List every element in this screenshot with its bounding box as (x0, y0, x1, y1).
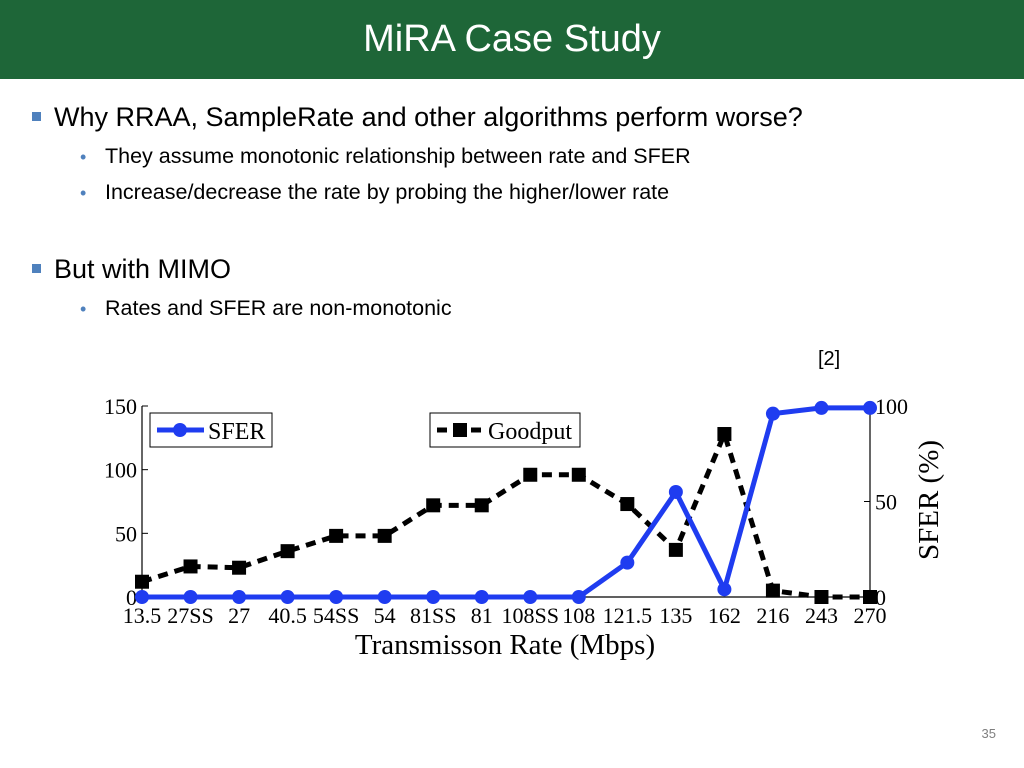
x-tick-label: 13.5 (123, 603, 162, 628)
bullet-text: Why RRAA, SampleRate and other algorithm… (54, 102, 803, 132)
left-tick-label: 100 (104, 458, 137, 483)
x-tick-label: 108 (562, 603, 595, 628)
goodput-point (426, 498, 441, 513)
goodput-point (814, 590, 829, 604)
x-tick-label: 81 (471, 603, 493, 628)
right-axis-label: SFER (%) (913, 440, 945, 560)
sfer-point (474, 590, 489, 604)
goodput-point (620, 497, 635, 512)
sfer-point (426, 590, 441, 604)
sfer-point (620, 555, 635, 570)
sfer-point (814, 400, 829, 415)
sub-bullet-text: Rates and SFER are non-monotonic (105, 296, 452, 320)
reference-label: [2] (818, 348, 841, 370)
sfer-point (183, 590, 198, 604)
left-tick-label: 0 (126, 585, 137, 610)
x-tick-label: 54SS (313, 603, 359, 628)
bullet-text: But with MIMO (54, 254, 232, 284)
x-tick-label: 27 (228, 603, 250, 628)
sfer-point (668, 484, 683, 499)
goodput-point (863, 590, 877, 604)
bullet-item: But with MIMO (28, 252, 988, 286)
goodput-point (523, 467, 538, 482)
x-tick-label: 121.5 (603, 603, 653, 628)
title-bar (0, 0, 1024, 79)
goodput-point (280, 544, 295, 559)
sfer-legend-marker (173, 423, 187, 437)
bullet-item: Why RRAA, SampleRate and other algorithm… (28, 100, 988, 134)
goodput-point (232, 560, 247, 575)
sfer-legend-label: SFER (208, 419, 265, 445)
sfer-point (135, 590, 149, 604)
sfer-point (717, 582, 732, 597)
goodput-point (183, 559, 198, 574)
goodput-point (329, 528, 344, 543)
sfer-line (142, 405, 870, 600)
right-tick-label: 50 (875, 490, 897, 515)
x-tick-label: 108SS (502, 603, 559, 628)
dot-bullet-icon: • (80, 299, 87, 319)
sfer-point (571, 590, 586, 604)
left-tick-label: 150 (104, 394, 137, 419)
sfer-point (765, 406, 780, 421)
page-number: 35 (981, 726, 996, 741)
x-tick-label: 135 (659, 603, 692, 628)
sub-bullet-item: • They assume monotonic relationship bet… (28, 142, 988, 170)
sfer-point (232, 590, 247, 604)
sfer-point (523, 590, 538, 604)
left-tick-label: 50 (115, 521, 137, 546)
goodput-point (135, 574, 149, 589)
goodput-legend-marker (453, 423, 467, 437)
x-tick-label: 54 (374, 603, 396, 628)
x-tick-label: 81SS (410, 603, 456, 628)
right-tick-label: 0 (875, 585, 886, 610)
sub-bullet-item: • Rates and SFER are non-monotonic (28, 294, 988, 322)
goodput-point (377, 528, 392, 543)
goodput-point (765, 583, 780, 598)
square-bullet-icon (32, 264, 41, 273)
sfer-point (863, 400, 877, 415)
sub-bullet-item: • Increase/decrease the rate by probing … (28, 178, 988, 206)
square-bullet-icon (32, 112, 41, 121)
goodput-line (141, 426, 870, 600)
sfer-point (329, 590, 344, 604)
x-tick-label: 216 (756, 603, 789, 628)
bullet-list: Why RRAA, SampleRate and other algorithm… (28, 100, 988, 322)
goodput-legend-label: Goodput (488, 419, 572, 445)
goodput-point (668, 542, 683, 557)
sfer-point (280, 590, 295, 604)
sub-bullet-text: Increase/decrease the rate by probing th… (105, 180, 670, 204)
x-tick-label: 243 (805, 603, 838, 628)
x-tick-label: 40.5 (268, 603, 307, 628)
dot-bullet-icon: • (80, 147, 87, 167)
goodput-point (474, 498, 489, 513)
right-tick-label: 100 (875, 394, 908, 419)
x-tick-label: 27SS (167, 603, 213, 628)
sub-bullet-text: They assume monotonic relationship betwe… (105, 144, 691, 168)
dot-bullet-icon: • (80, 183, 87, 203)
x-axis-label: Transmisson Rate (Mbps) (355, 629, 655, 661)
x-tick-label: 162 (708, 603, 741, 628)
slide-title: MiRA Case Study (363, 18, 661, 60)
goodput-point (571, 467, 586, 482)
sfer-point (377, 590, 392, 604)
goodput-point (717, 427, 732, 442)
x-tick-label: 270 (854, 603, 887, 628)
